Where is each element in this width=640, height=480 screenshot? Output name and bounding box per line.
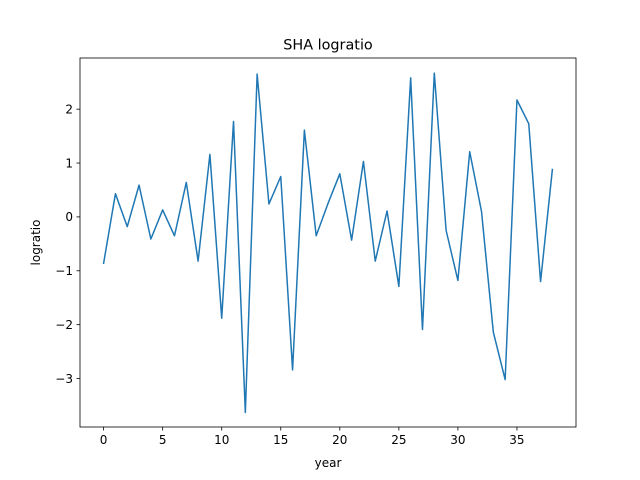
y-tick-label: 2 xyxy=(65,102,73,116)
plot-area xyxy=(79,57,577,428)
x-tick-label: 15 xyxy=(273,433,288,447)
y-axis-label: logratio xyxy=(29,220,43,266)
y-tick-label: −2 xyxy=(55,318,73,332)
x-tick-label: 10 xyxy=(214,433,229,447)
y-tick-label: 1 xyxy=(65,156,73,170)
x-axis: 0 5 10 15 20 25 30 35 xyxy=(100,427,525,447)
x-axis-label: year xyxy=(315,456,342,470)
x-tick-label: 20 xyxy=(332,433,347,447)
y-tick-label: −1 xyxy=(55,264,73,278)
y-axis: −3 −2 −1 0 1 2 xyxy=(55,102,80,386)
x-tick-label: 0 xyxy=(100,433,108,447)
x-tick-label: 30 xyxy=(450,433,465,447)
x-tick-label: 5 xyxy=(159,433,167,447)
y-tick-label: 0 xyxy=(65,210,73,224)
x-tick-label: 35 xyxy=(509,433,524,447)
chart-title: SHA logratio xyxy=(283,38,373,54)
y-tick-label: −3 xyxy=(55,372,73,386)
x-tick-label: 25 xyxy=(391,433,406,447)
series-line xyxy=(102,72,554,414)
